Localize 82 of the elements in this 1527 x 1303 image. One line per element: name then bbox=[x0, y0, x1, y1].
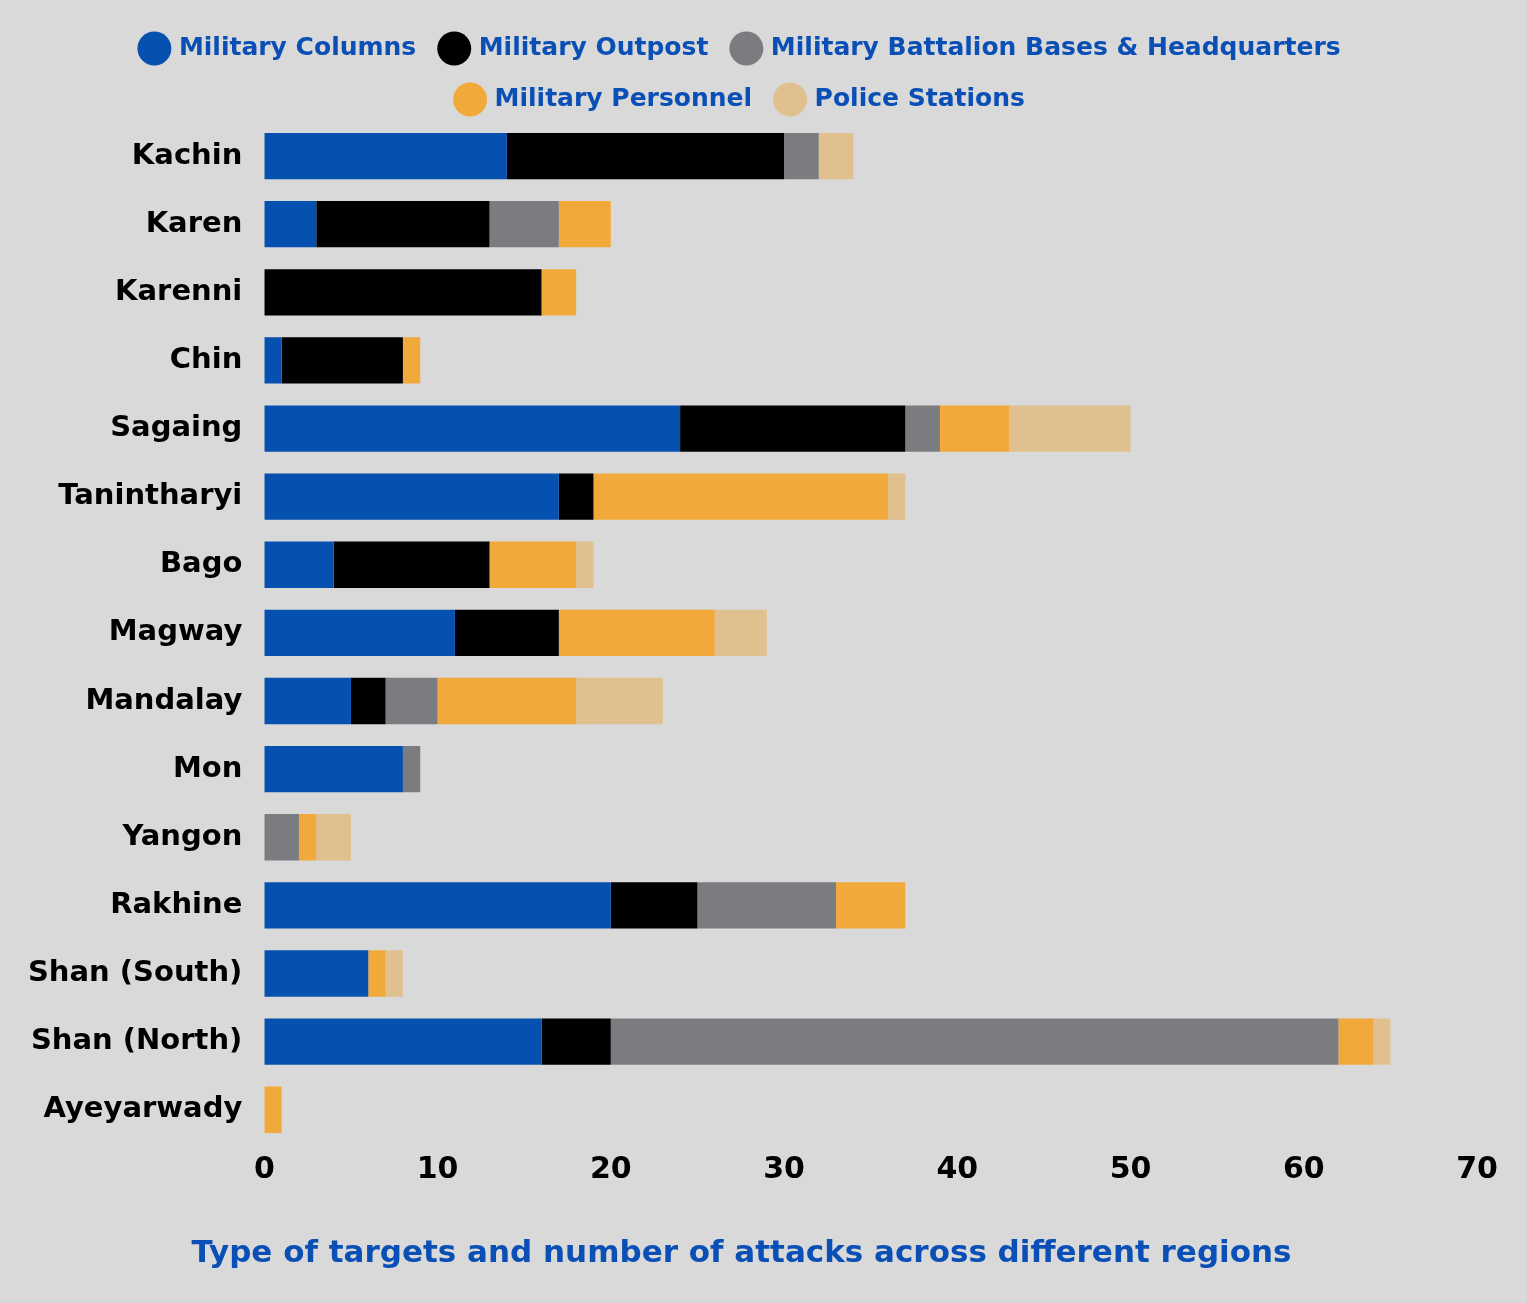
bar bbox=[714, 609, 767, 657]
legend-label: Military Outpost bbox=[478, 32, 709, 61]
bar bbox=[887, 473, 906, 520]
bar bbox=[610, 1018, 1339, 1065]
bar bbox=[264, 814, 299, 861]
bar bbox=[1338, 1018, 1374, 1065]
bar bbox=[402, 337, 421, 384]
bar bbox=[316, 814, 351, 861]
y-tick-label: Karenni bbox=[115, 272, 243, 307]
x-tick-label: 60 bbox=[1282, 1149, 1325, 1185]
bar bbox=[350, 677, 386, 725]
bar bbox=[454, 609, 559, 657]
bar bbox=[680, 405, 906, 452]
x-tick-label: 20 bbox=[589, 1149, 632, 1185]
y-tick-label: Karen bbox=[145, 204, 243, 239]
y-tick-label: Rakhine bbox=[110, 885, 243, 920]
bar bbox=[506, 132, 785, 180]
bar bbox=[558, 473, 594, 520]
bar bbox=[541, 1018, 611, 1065]
bar bbox=[784, 132, 819, 180]
legend-label: Military Battalion Bases & Headquarters bbox=[770, 32, 1341, 61]
bar bbox=[281, 337, 403, 384]
bar bbox=[593, 473, 888, 520]
x-tick-label: 10 bbox=[416, 1149, 459, 1185]
x-tick-label: 70 bbox=[1456, 1149, 1498, 1185]
bar bbox=[385, 677, 438, 725]
y-tick-label: Shan (South) bbox=[27, 954, 243, 989]
y-tick-label: Chin bbox=[169, 340, 243, 375]
y-tick-label: Tanintharyi bbox=[58, 477, 243, 512]
legend-label: Police Stations bbox=[814, 83, 1025, 112]
bar bbox=[316, 201, 490, 248]
bar bbox=[264, 201, 317, 248]
bar bbox=[1009, 405, 1131, 452]
y-tick-label: Magway bbox=[108, 613, 243, 648]
bar bbox=[264, 609, 455, 657]
bar bbox=[368, 950, 386, 997]
y-tick-label: Kachin bbox=[131, 136, 243, 171]
bar bbox=[264, 132, 507, 180]
bar bbox=[264, 337, 282, 384]
text: Type of targets and number of attacks across different regions bbox=[191, 1233, 1292, 1270]
y-tick-label: Sagaing bbox=[110, 409, 243, 444]
bar bbox=[264, 882, 611, 929]
x-tick-label: 40 bbox=[936, 1149, 979, 1185]
bar bbox=[333, 541, 490, 588]
bar bbox=[298, 814, 317, 861]
y-tick-label: Yangon bbox=[121, 817, 243, 852]
bar bbox=[1373, 1018, 1391, 1065]
y-tick-label: Mon bbox=[172, 749, 243, 784]
bar bbox=[264, 1086, 282, 1133]
bar bbox=[264, 541, 334, 588]
y-tick-label: Mandalay bbox=[85, 681, 243, 716]
bar bbox=[264, 745, 403, 793]
bar bbox=[939, 405, 1010, 452]
bar bbox=[818, 132, 854, 180]
bar bbox=[264, 950, 369, 997]
bar bbox=[905, 405, 940, 452]
legend-label: Military Personnel bbox=[494, 83, 753, 112]
bar bbox=[558, 609, 715, 657]
bar bbox=[576, 677, 663, 725]
bar bbox=[385, 950, 403, 997]
bar bbox=[610, 882, 698, 929]
bar bbox=[402, 745, 421, 793]
y-tick-label: Shan (North) bbox=[30, 1022, 243, 1057]
bar bbox=[264, 1018, 542, 1065]
bar bbox=[489, 201, 559, 248]
bar bbox=[489, 541, 577, 588]
bar bbox=[264, 677, 351, 725]
y-tick-label: Ayeyarwady bbox=[43, 1090, 243, 1125]
bar bbox=[264, 269, 542, 316]
bar bbox=[541, 269, 577, 316]
bar bbox=[697, 882, 837, 929]
bar bbox=[264, 473, 559, 520]
x-tick-label: 0 bbox=[253, 1149, 275, 1185]
y-tick-label: Bago bbox=[159, 545, 243, 580]
legend-label: Military Columns bbox=[178, 32, 417, 61]
x-tick-label: 30 bbox=[763, 1149, 805, 1185]
bar bbox=[836, 882, 906, 929]
x-tick-label: 50 bbox=[1109, 1149, 1152, 1185]
bar bbox=[558, 201, 611, 248]
bar bbox=[437, 677, 577, 725]
bar bbox=[576, 541, 594, 588]
bar bbox=[264, 405, 681, 452]
